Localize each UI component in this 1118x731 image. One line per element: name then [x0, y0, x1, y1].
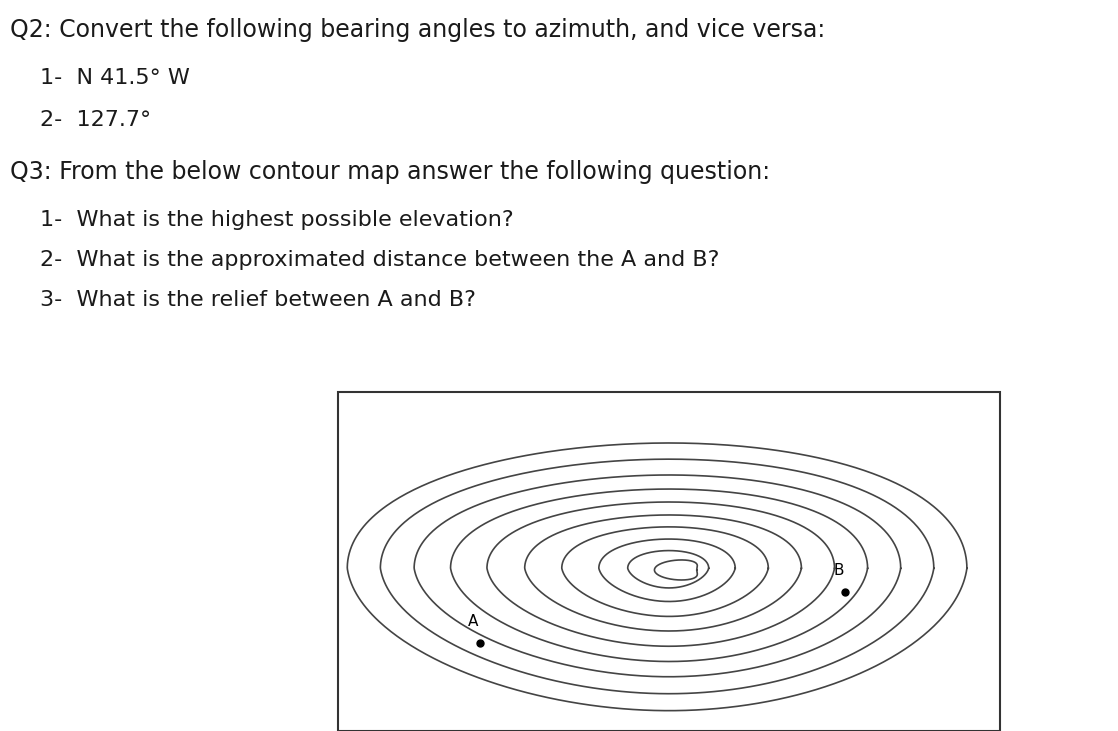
Text: 2-  127.7°: 2- 127.7°	[40, 110, 151, 130]
Text: 1-  What is the highest possible elevation?: 1- What is the highest possible elevatio…	[40, 210, 513, 230]
Text: Q3: From the below contour map answer the following question:: Q3: From the below contour map answer th…	[10, 160, 770, 184]
Text: A: A	[467, 614, 479, 629]
Text: Q2: Convert the following bearing angles to azimuth, and vice versa:: Q2: Convert the following bearing angles…	[10, 18, 825, 42]
Bar	[338, 392, 999, 731]
Text: 2-  What is the approximated distance between the A and B?: 2- What is the approximated distance bet…	[40, 250, 719, 270]
Text: 1-  N 41.5° W: 1- N 41.5° W	[40, 68, 190, 88]
Text: 3-  What is the relief between A and B?: 3- What is the relief between A and B?	[40, 290, 476, 310]
Text: B: B	[833, 564, 844, 578]
